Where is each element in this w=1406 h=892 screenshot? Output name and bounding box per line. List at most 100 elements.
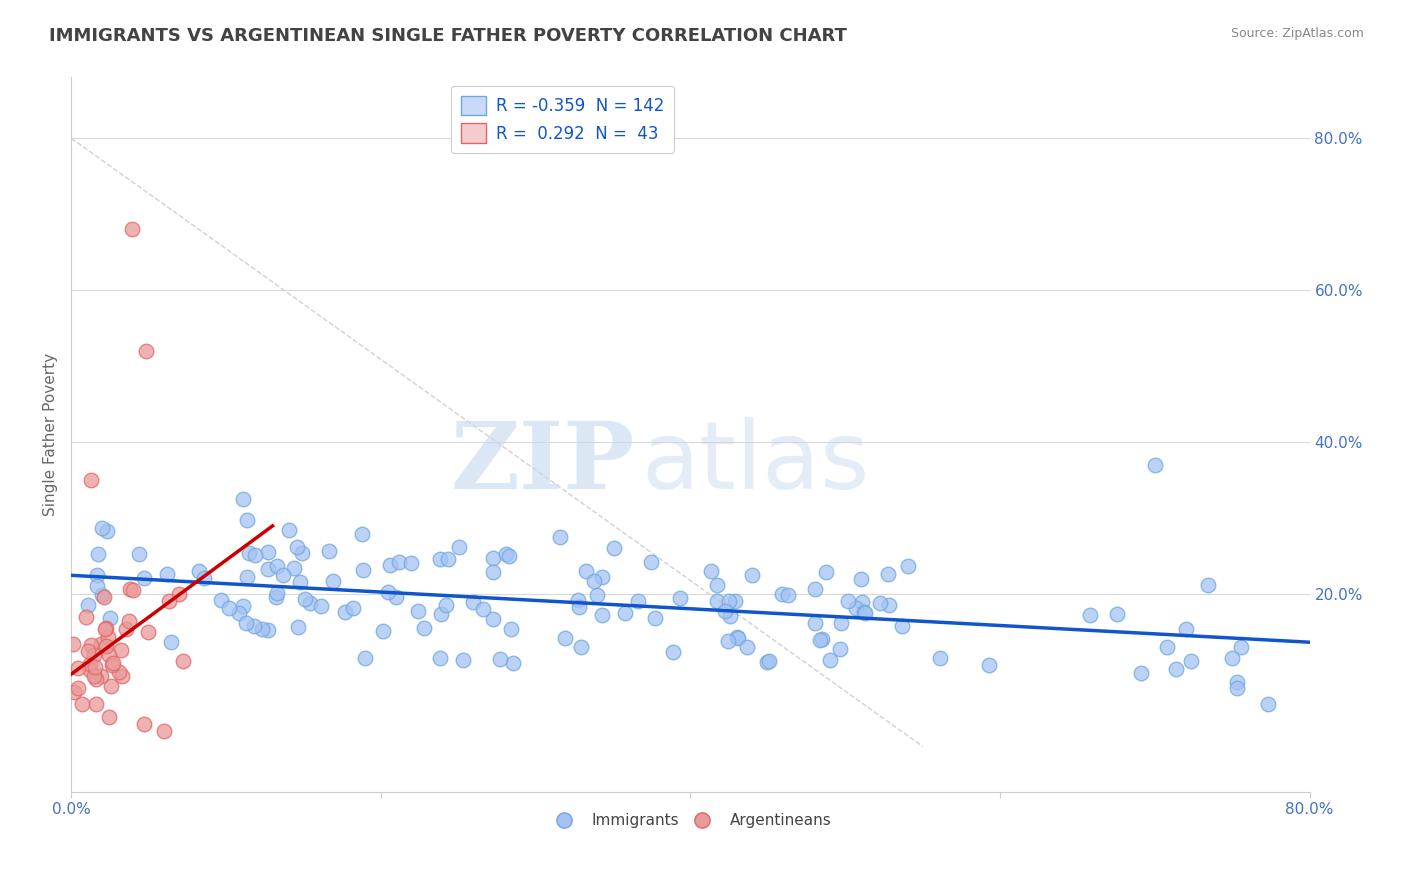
Point bbox=[451, 653, 474, 667]
Point bbox=[101, 657, 124, 671]
Point bbox=[90, 521, 112, 535]
Point bbox=[741, 568, 763, 582]
Point bbox=[66, 681, 89, 695]
Point bbox=[929, 651, 952, 665]
Point bbox=[640, 555, 662, 569]
Point bbox=[132, 716, 155, 731]
Point bbox=[121, 583, 143, 598]
Text: Source: ZipAtlas.com: Source: ZipAtlas.com bbox=[1230, 27, 1364, 40]
Point bbox=[167, 587, 190, 601]
Point bbox=[83, 648, 105, 663]
Point bbox=[90, 637, 112, 651]
Point bbox=[66, 661, 89, 675]
Point bbox=[495, 548, 517, 562]
Point bbox=[277, 524, 299, 538]
Point bbox=[94, 622, 117, 636]
Point bbox=[97, 648, 120, 662]
Point bbox=[87, 547, 110, 561]
Point bbox=[291, 546, 314, 560]
Point bbox=[1107, 607, 1129, 621]
Point bbox=[342, 600, 364, 615]
Point bbox=[669, 591, 692, 606]
Point bbox=[724, 593, 747, 607]
Point bbox=[77, 644, 100, 658]
Point bbox=[758, 654, 780, 668]
Point bbox=[979, 658, 1001, 673]
Point bbox=[502, 657, 524, 671]
Point bbox=[76, 599, 98, 613]
Point bbox=[568, 599, 591, 614]
Point bbox=[706, 594, 728, 608]
Point bbox=[243, 618, 266, 632]
Point bbox=[350, 526, 373, 541]
Point bbox=[128, 547, 150, 561]
Point bbox=[498, 549, 520, 563]
Point bbox=[97, 630, 120, 644]
Point bbox=[138, 625, 160, 640]
Point bbox=[627, 594, 650, 608]
Point bbox=[86, 567, 108, 582]
Point bbox=[250, 622, 273, 636]
Point bbox=[837, 594, 859, 608]
Point bbox=[377, 584, 399, 599]
Point bbox=[70, 698, 93, 712]
Point bbox=[79, 664, 101, 678]
Point bbox=[96, 639, 118, 653]
Point bbox=[897, 558, 920, 573]
Point bbox=[266, 585, 288, 599]
Point bbox=[1180, 654, 1202, 668]
Point bbox=[115, 622, 138, 636]
Point bbox=[266, 558, 288, 573]
Point bbox=[257, 562, 280, 576]
Point bbox=[1257, 697, 1279, 711]
Point bbox=[159, 634, 181, 648]
Point bbox=[96, 621, 118, 635]
Point bbox=[1226, 675, 1249, 690]
Point bbox=[406, 604, 429, 618]
Point bbox=[264, 591, 287, 605]
Point bbox=[245, 548, 267, 562]
Point bbox=[818, 653, 841, 667]
Point bbox=[86, 579, 108, 593]
Point bbox=[436, 551, 458, 566]
Point bbox=[399, 556, 422, 570]
Point bbox=[569, 640, 592, 655]
Point bbox=[285, 541, 308, 555]
Point bbox=[100, 611, 122, 625]
Point bbox=[471, 601, 494, 615]
Point bbox=[238, 545, 260, 559]
Point bbox=[851, 595, 873, 609]
Point bbox=[776, 588, 799, 602]
Point bbox=[318, 543, 340, 558]
Point bbox=[869, 596, 891, 610]
Point bbox=[1166, 662, 1188, 676]
Point bbox=[298, 596, 321, 610]
Point bbox=[804, 582, 827, 597]
Point bbox=[830, 642, 852, 657]
Point bbox=[548, 530, 571, 544]
Point bbox=[853, 606, 876, 620]
Point bbox=[335, 605, 357, 619]
Point bbox=[447, 540, 470, 554]
Point bbox=[84, 697, 107, 711]
Point bbox=[481, 550, 503, 565]
Point bbox=[1222, 650, 1244, 665]
Point bbox=[79, 657, 101, 671]
Point bbox=[1078, 608, 1101, 623]
Point bbox=[218, 601, 240, 615]
Point bbox=[1156, 640, 1178, 655]
Point bbox=[1226, 681, 1249, 695]
Point bbox=[90, 589, 112, 603]
Point bbox=[434, 599, 457, 613]
Point bbox=[1129, 666, 1152, 681]
Point bbox=[582, 574, 605, 588]
Point bbox=[271, 568, 294, 582]
Text: atlas: atlas bbox=[641, 417, 869, 509]
Point bbox=[591, 569, 613, 583]
Point bbox=[236, 570, 259, 584]
Point bbox=[132, 571, 155, 585]
Point bbox=[700, 564, 723, 578]
Point bbox=[614, 606, 637, 620]
Point bbox=[228, 606, 250, 620]
Point bbox=[463, 595, 485, 609]
